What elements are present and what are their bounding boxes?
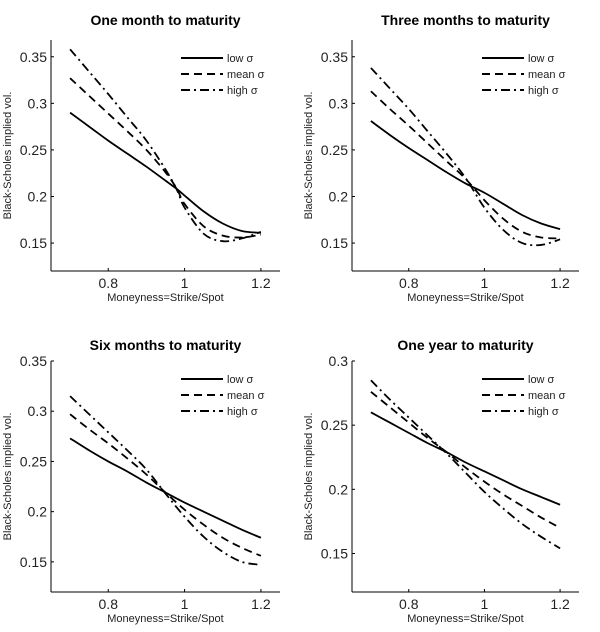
series-line-dashed: [370, 391, 561, 529]
y-tick-label: 0.35: [20, 353, 47, 369]
chart-title: Six months to maturity: [90, 337, 242, 353]
y-tick-label: 0.15: [321, 546, 348, 562]
y-tick-label: 0.35: [321, 49, 348, 65]
y-tick-label: 0.35: [20, 49, 47, 65]
y-tick-label: 0.3: [329, 353, 349, 369]
subplot-3: Six months to maturity 0.8 1 1.2 0.15 0.2 0.25…: [2, 337, 280, 625]
legend-label: mean σ: [227, 69, 265, 81]
x-tick-label: 1.2: [251, 596, 271, 612]
subplot-1: One month to maturity 0.8 1 1.2 0.15 0.2 0.25 0…: [2, 12, 280, 304]
x-tick-label: 1.2: [550, 596, 570, 612]
series-line-solid: [370, 120, 561, 230]
x-tick-label: 1: [181, 596, 189, 612]
subplot-2: Three months to maturity 0.8 1 1.2 0.15 0.2 0.…: [303, 12, 579, 304]
series-line-solid: [69, 111, 262, 234]
y-tick-label: 0.15: [20, 235, 47, 251]
y-tick-label: 0.2: [28, 504, 48, 520]
x-tick-label: 1: [481, 596, 489, 612]
chart-title: One month to maturity: [90, 12, 240, 28]
x-tick-label: 1: [181, 275, 189, 291]
series-line-dashed: [370, 90, 561, 240]
series-line-dashdot: [69, 48, 262, 243]
y-tick-label: 0.2: [329, 188, 349, 204]
y-tick-label: 0.25: [20, 142, 47, 158]
subplot-4: One year to maturity 0.8 1 1.2 0.15 0.2 0.25 0.…: [303, 337, 579, 625]
legend-label: mean σ: [528, 69, 566, 81]
legend-label: low σ: [227, 53, 254, 65]
x-tick-label: 1.2: [550, 275, 570, 291]
series-line-dashed: [69, 77, 262, 239]
legend-label: high σ: [528, 406, 559, 418]
x-axis-label: Moneyness=Strike/Spot: [407, 613, 523, 625]
legend: low σ mean σ high σ: [482, 53, 566, 97]
y-tick-label: 0.25: [321, 417, 348, 433]
legend-label: low σ: [227, 374, 254, 386]
x-tick-label: 0.8: [399, 275, 419, 291]
x-tick-label: 1: [481, 275, 489, 291]
x-tick-label: 0.8: [99, 275, 119, 291]
y-tick-label: 0.2: [329, 481, 349, 497]
x-tick-label: 0.8: [399, 596, 419, 612]
x-tick-label: 1.2: [251, 275, 271, 291]
legend-label: mean σ: [528, 390, 566, 402]
y-tick-label: 0.15: [321, 235, 348, 251]
y-tick-label: 0.15: [20, 554, 47, 570]
y-axis-label: Black-Scholes implied vol.: [2, 92, 14, 220]
series-line-dashed: [69, 413, 262, 557]
y-tick-label: 0.3: [28, 95, 48, 111]
y-axis-label: Black-Scholes implied vol.: [303, 92, 315, 220]
series-line-dashdot: [69, 395, 262, 566]
y-tick-label: 0.2: [28, 188, 48, 204]
series-line-solid: [69, 437, 262, 539]
legend-label: high σ: [528, 85, 559, 97]
legend: low σ mean σ high σ: [482, 374, 566, 418]
y-axis-label: Black-Scholes implied vol.: [2, 413, 14, 541]
x-axis-label: Moneyness=Strike/Spot: [107, 292, 223, 304]
legend-label: low σ: [528, 374, 555, 386]
legend: low σ mean σ high σ: [181, 374, 265, 418]
series-line-solid: [370, 411, 561, 506]
x-axis-label: Moneyness=Strike/Spot: [107, 613, 223, 625]
legend: low σ mean σ high σ: [181, 53, 265, 97]
legend-label: mean σ: [227, 390, 265, 402]
legend-label: high σ: [227, 85, 258, 97]
y-axis-label: Black-Scholes implied vol.: [303, 413, 315, 541]
chart-title: Three months to maturity: [381, 12, 550, 28]
x-tick-label: 0.8: [99, 596, 119, 612]
y-tick-label: 0.3: [329, 95, 349, 111]
series-line-dashdot: [370, 379, 561, 550]
y-tick-label: 0.25: [20, 453, 47, 469]
chart-title: One year to maturity: [397, 337, 533, 353]
x-axis-label: Moneyness=Strike/Spot: [407, 292, 523, 304]
y-tick-label: 0.25: [321, 142, 348, 158]
legend-label: high σ: [227, 406, 258, 418]
legend-label: low σ: [528, 53, 555, 65]
y-tick-label: 0.3: [28, 403, 48, 419]
